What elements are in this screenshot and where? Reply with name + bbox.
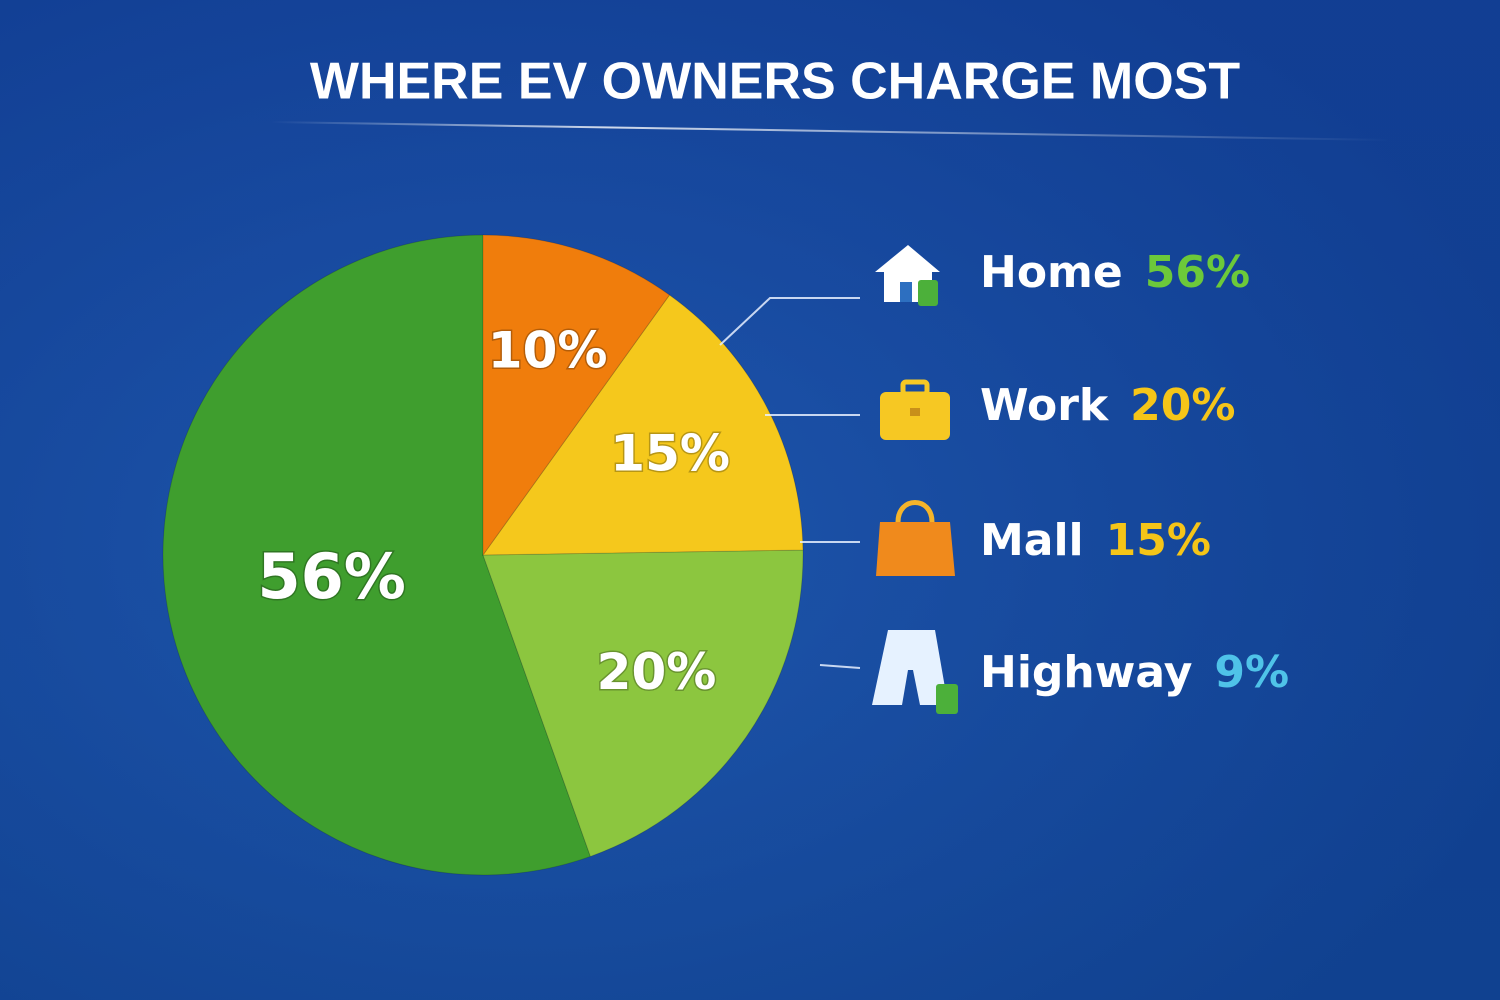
home-icon (875, 245, 940, 306)
leader-line (819, 664, 861, 669)
legend-icons (872, 245, 958, 714)
legend-value: 56% (1145, 247, 1250, 298)
leader-lines (719, 297, 861, 669)
legend-value: 15% (1106, 515, 1211, 566)
legend-label: Highway (980, 647, 1192, 698)
pie: 56% 20% 15%10% (162, 234, 804, 876)
legend-value: 20% (1130, 380, 1235, 431)
pie-slice (482, 234, 671, 557)
title-rule (269, 121, 1391, 141)
pie-slice (482, 549, 804, 858)
legend-label: Work (980, 380, 1110, 431)
slice-label: 10% (488, 321, 608, 379)
legend: Home 56% Work 20% Mall 15% Highway 9% (980, 247, 1289, 698)
leader-line (719, 297, 860, 346)
legend-label: Home (980, 247, 1123, 298)
mall-icon (876, 500, 955, 576)
work-icon (880, 379, 950, 440)
chart-title: WHERE EV OWNERS CHARGE MOST (310, 53, 1240, 111)
highway-icon (872, 630, 958, 714)
legend-value: 9% (1214, 647, 1289, 698)
slice-label: 20% (597, 643, 717, 701)
pie-slice (162, 234, 592, 876)
legend-label: Mall (980, 515, 1084, 566)
pie-slice (482, 294, 804, 556)
slice-label: 15% (610, 425, 730, 483)
slice-label: 56% (257, 540, 405, 613)
